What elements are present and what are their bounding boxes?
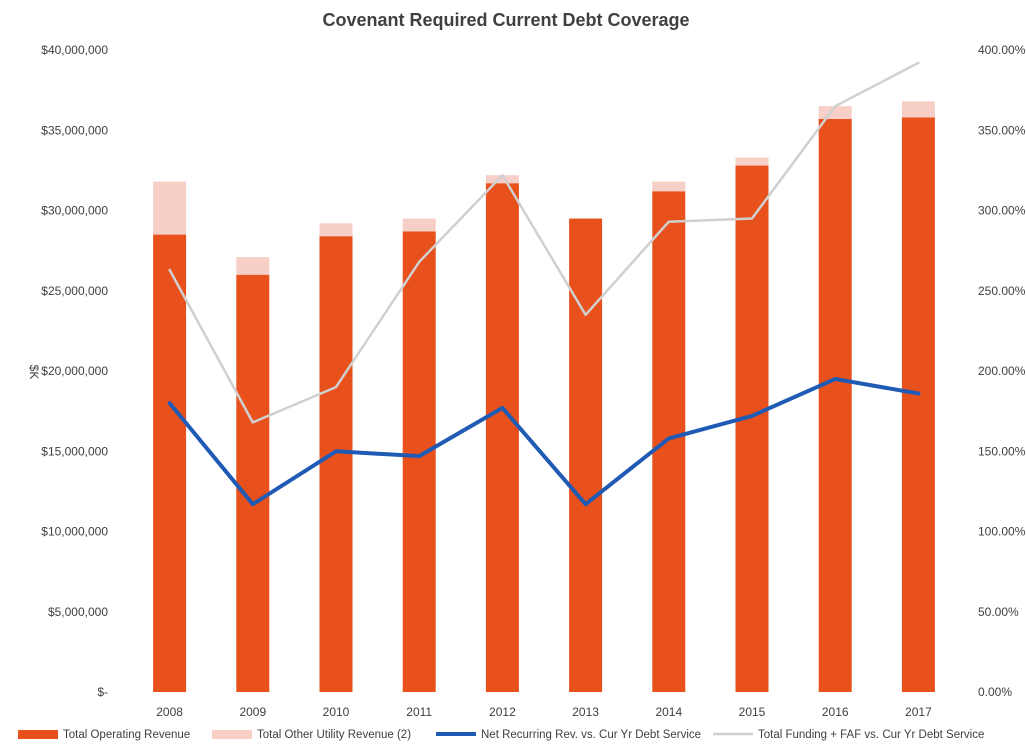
bar-segment-operating-revenue (901, 117, 935, 692)
y-right-tick-label: 350.00% (978, 123, 1026, 137)
bar-segment-other-utility-revenue (402, 218, 436, 232)
bar-segment-operating-revenue (818, 119, 852, 692)
y-axis-label: $K (27, 365, 41, 380)
legend: Total Operating Revenue Total Other Utili… (18, 729, 984, 741)
y-right-tick-label: 100.00% (978, 525, 1026, 539)
y-left-tick-label: $10,000,000 (41, 525, 108, 539)
bar-segment-operating-revenue (236, 274, 270, 692)
y-left-tick-label: $25,000,000 (41, 284, 108, 298)
x-tick-label: 2012 (489, 705, 516, 719)
y-right-tick-label: 300.00% (978, 204, 1026, 218)
y-right-tick-label: 150.00% (978, 444, 1026, 458)
x-tick-label: 2009 (239, 705, 266, 719)
bar-segment-operating-revenue (319, 236, 353, 692)
bar-segment-other-utility-revenue (153, 181, 187, 235)
bar-segment-other-utility-revenue (652, 181, 686, 192)
x-tick-label: 2014 (655, 705, 682, 719)
legend-label: Total Funding + FAF vs. Cur Yr Debt Serv… (758, 729, 984, 741)
chart-title: Covenant Required Current Debt Coverage (322, 10, 689, 30)
y-right-tick-label: 50.00% (978, 605, 1019, 619)
legend-swatch (18, 730, 58, 739)
bar-segment-other-utility-revenue (319, 223, 353, 237)
bar-segment-other-utility-revenue (901, 101, 935, 118)
y-left-tick-label: $- (97, 685, 108, 699)
y-right-tick-label: 0.00% (978, 685, 1012, 699)
bar-segment-operating-revenue (652, 191, 686, 693)
y-left-tick-label: $40,000,000 (41, 43, 108, 57)
bar-segment-other-utility-revenue (485, 175, 519, 184)
y-left-tick-label: $5,000,000 (48, 605, 108, 619)
x-tick-label: 2013 (572, 705, 599, 719)
x-tick-label: 2011 (406, 705, 432, 719)
x-tick-label: 2010 (323, 705, 350, 719)
line-net-recurring (167, 377, 921, 507)
bar-segment-operating-revenue (402, 231, 436, 693)
y-left-tick-label: $30,000,000 (41, 204, 108, 218)
y-left-tick-label: $15,000,000 (41, 444, 108, 458)
x-tick-label: 2008 (156, 705, 183, 719)
y-right-tick-label: 200.00% (978, 364, 1026, 378)
bar-segment-operating-revenue (735, 165, 769, 692)
legend-label: Total Other Utility Revenue (2) (257, 729, 411, 741)
plot-layer: $- $5,000,000 $10,000,000 $15,000,000 $20,00… (41, 43, 1025, 719)
legend-swatch (212, 730, 252, 739)
y-right-tick-label: 400.00% (978, 43, 1026, 57)
x-tick-label: 2016 (822, 705, 849, 719)
bar-segment-other-utility-revenue (735, 157, 769, 166)
legend-label: Total Operating Revenue (63, 729, 190, 741)
legend-label: Net Recurring Rev. vs. Cur Yr Debt Servi… (481, 729, 701, 741)
bar-segment-operating-revenue (485, 183, 519, 692)
bar-segment-other-utility-revenue (236, 257, 270, 275)
y-left-tick-label: $20,000,000 (41, 364, 108, 378)
y-left-tick-label: $35,000,000 (41, 123, 108, 137)
x-tick-label: 2017 (905, 705, 932, 719)
x-tick-label: 2015 (739, 705, 766, 719)
bar-segment-operating-revenue (569, 218, 603, 692)
bar-segment-operating-revenue (153, 234, 187, 692)
y-right-tick-label: 250.00% (978, 284, 1026, 298)
line-total-funding (168, 61, 920, 424)
